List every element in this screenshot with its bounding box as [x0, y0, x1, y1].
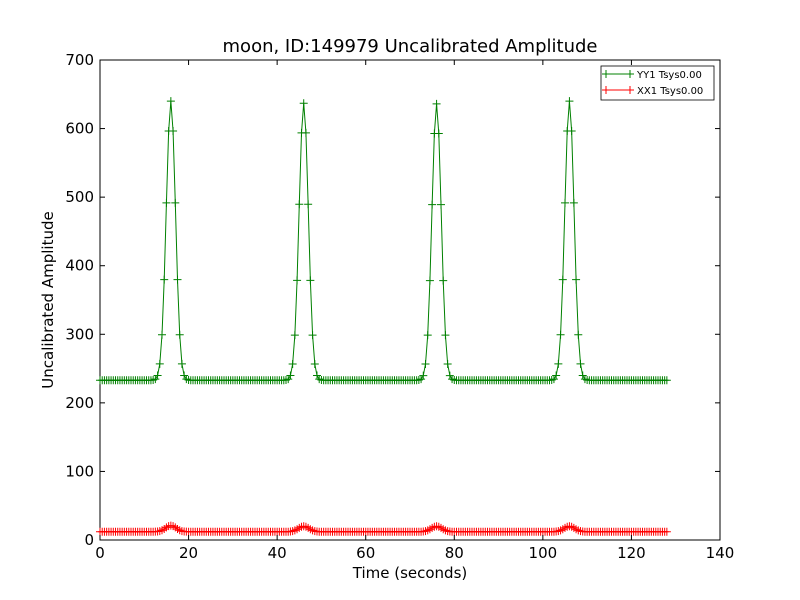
data-point [554, 359, 563, 368]
legend-marker-1-1 [626, 86, 634, 94]
data-point [423, 331, 432, 340]
data-point [552, 371, 561, 380]
data-point [310, 359, 319, 368]
data-point [155, 359, 164, 368]
data-point [443, 359, 452, 368]
data-point [558, 275, 567, 284]
x-axis-label: Time (seconds) [352, 564, 468, 582]
data-point [290, 331, 299, 340]
data-point [299, 99, 308, 108]
y-tick-label-6: 600 [65, 120, 94, 138]
legend: YY1 Tsys0.00 XX1 Tsys0.00 [600, 65, 715, 101]
data-point [441, 331, 450, 340]
data-point [437, 200, 445, 209]
data-point [295, 200, 304, 209]
legend-entry-yy1: YY1 Tsys0.00 [602, 70, 702, 81]
data-point [662, 527, 671, 536]
plot-area: 0 20 40 60 80 100 120 140 0 100 200 300 400 500 600 700 [65, 51, 734, 562]
data-point [175, 330, 184, 339]
data-point [308, 331, 317, 340]
x-tick-label-7: 140 [706, 544, 735, 562]
series-1 [96, 521, 671, 536]
data-point [432, 99, 441, 108]
series-layer [96, 97, 671, 536]
data-point [169, 127, 178, 136]
data-point [567, 127, 576, 136]
data-point [574, 330, 583, 339]
data-point [439, 276, 448, 285]
y-tick-label-5: 500 [65, 188, 94, 206]
data-point [576, 359, 585, 368]
legend-frame [600, 65, 715, 101]
data-point [153, 371, 162, 380]
data-point [162, 198, 171, 207]
data-point [561, 198, 569, 207]
x-tick-label-6: 120 [617, 544, 646, 562]
legend-label-yy1: YY1 Tsys0.00 [636, 70, 702, 81]
data-point [572, 275, 581, 284]
data-point [421, 359, 430, 368]
data-point [173, 275, 182, 284]
data-point [166, 97, 175, 106]
data-point [306, 276, 315, 285]
x-tick-label-1: 20 [179, 544, 198, 562]
y-axis-label: Uncalibrated Amplitude [39, 211, 57, 388]
data-point [569, 198, 578, 207]
data-point [158, 330, 166, 339]
data-point [304, 200, 313, 209]
x-tick-label-0: 0 [95, 544, 105, 562]
data-point [160, 275, 169, 284]
data-point [301, 128, 310, 137]
legend-label-xx1: XX1 Tsys0.00 [637, 86, 703, 97]
legend-entry-xx1: XX1 Tsys0.00 [602, 86, 703, 97]
data-point [662, 376, 671, 385]
legend-marker-0-0 [602, 70, 610, 78]
data-point [286, 371, 295, 380]
data-point [288, 359, 297, 368]
y-tick-label-3: 300 [65, 325, 94, 343]
data-point [556, 330, 565, 339]
y-tick-label-0: 0 [84, 531, 94, 549]
chart-title: moon, ID:149979 Uncalibrated Amplitude [223, 36, 598, 57]
ticks-layer: 0 20 40 60 80 100 120 140 0 100 200 300 400 500 600 700 [65, 51, 734, 562]
data-point [428, 200, 437, 209]
y-tick-label-2: 200 [65, 394, 94, 412]
data-point [419, 371, 428, 380]
plot-frame [99, 59, 721, 541]
series-0 [96, 97, 671, 385]
legend-marker-1-0 [602, 86, 610, 94]
legend-marker-0-1 [626, 70, 634, 78]
data-point [293, 276, 302, 285]
x-tick-label-3: 60 [356, 544, 375, 562]
data-point [177, 359, 186, 368]
data-point [425, 276, 434, 285]
y-tick-label-1: 100 [65, 462, 94, 480]
x-tick-label-4: 80 [445, 544, 464, 562]
data-point [171, 198, 180, 207]
y-tick-label-7: 700 [65, 51, 94, 69]
x-tick-label-2: 40 [268, 544, 287, 562]
y-tick-label-4: 400 [65, 257, 94, 275]
data-point [434, 129, 443, 138]
data-point [565, 97, 574, 106]
x-tick-label-5: 100 [529, 544, 558, 562]
